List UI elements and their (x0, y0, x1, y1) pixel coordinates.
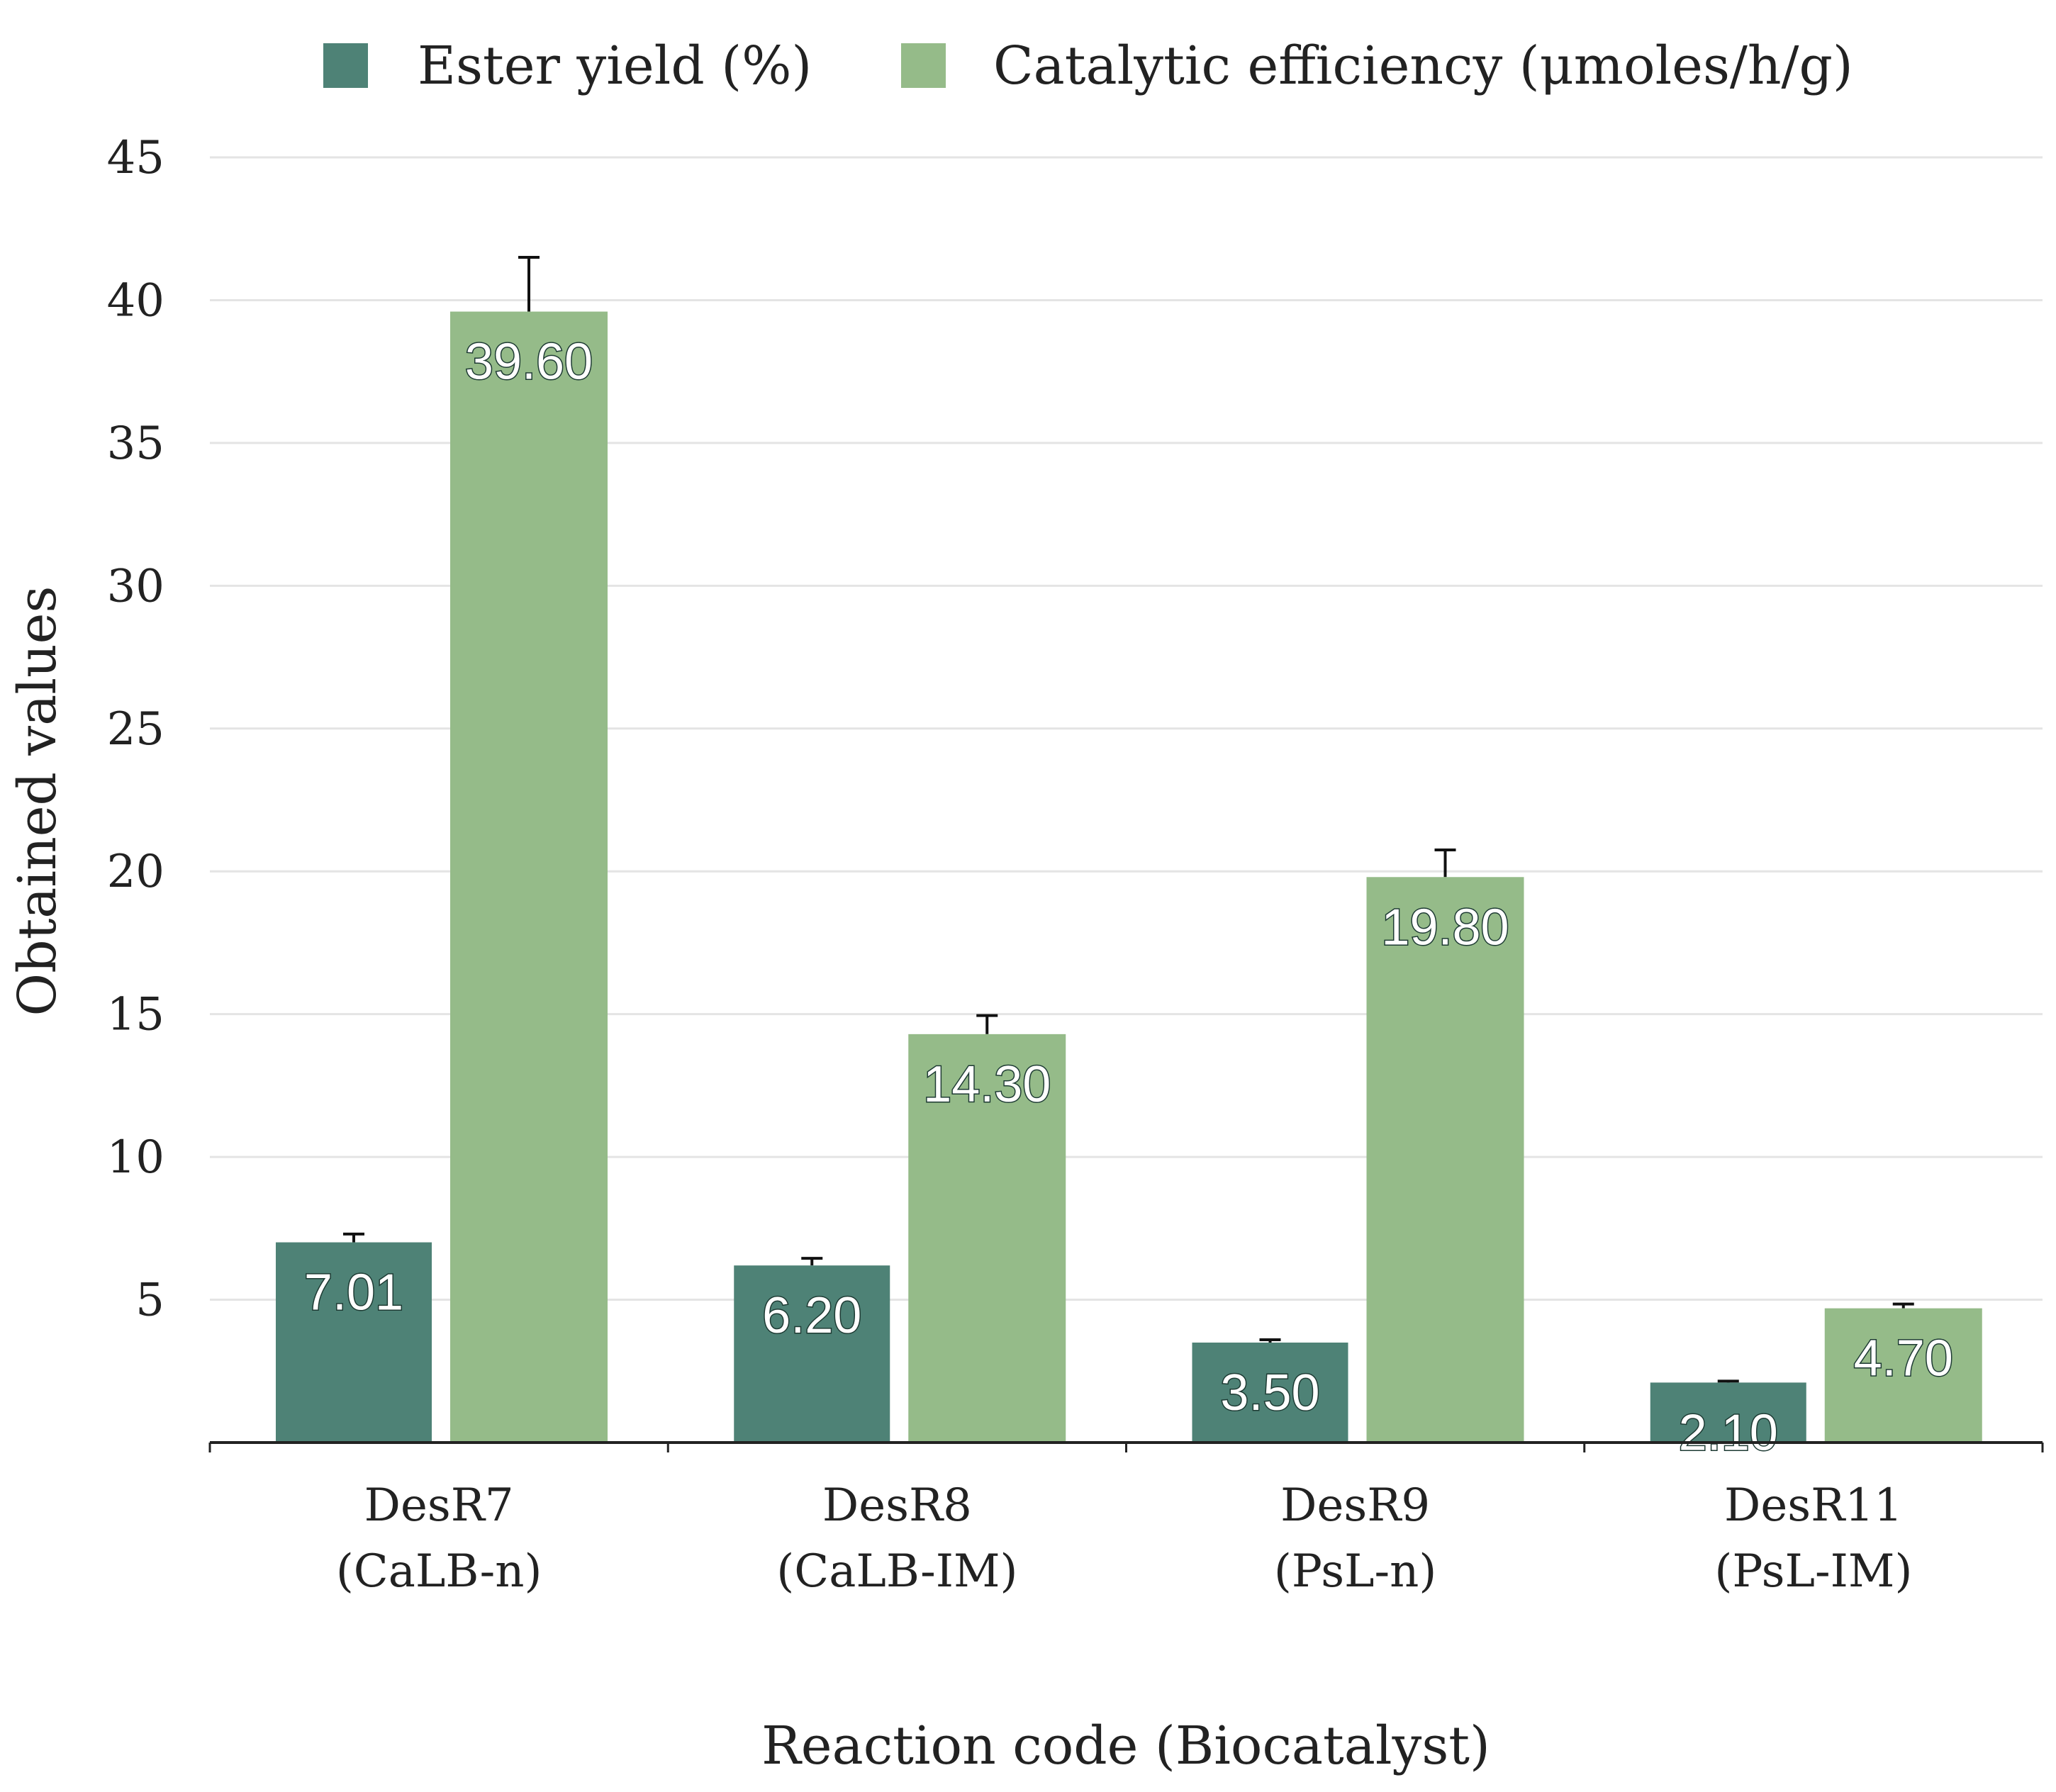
x-tick-label: DesR8 (822, 1479, 972, 1532)
bar-value-label: 19.80 (1381, 899, 1509, 956)
bar (1366, 877, 1524, 1443)
x-tick-label: DesR7 (364, 1479, 514, 1532)
y-tick-label: 40 (107, 274, 164, 327)
bar-value-label: 39.60 (465, 334, 593, 391)
x-tick-sublabel: (CaLB-IM) (776, 1545, 1017, 1598)
bar-value-label: 4.70 (1854, 1331, 1953, 1387)
x-tick-label: DesR9 (1280, 1479, 1430, 1532)
y-tick-label: 30 (107, 560, 164, 612)
bar (734, 1265, 890, 1443)
bar-value-label: 6.20 (762, 1287, 861, 1344)
y-tick-label: 15 (107, 989, 164, 1041)
bar (908, 1034, 1066, 1443)
y-axis-title: Obtained values (7, 586, 68, 1017)
bar (450, 311, 608, 1443)
bar-value-label: 3.50 (1220, 1365, 1319, 1421)
bar-value-label: 7.01 (304, 1265, 403, 1321)
x-tick-sublabel: (PsL-IM) (1714, 1545, 1912, 1598)
legend: Ester yield (%) Catalytic efficiency (μm… (323, 35, 1853, 96)
bar (276, 1242, 432, 1443)
y-tick-label: 45 (107, 132, 164, 184)
y-tick-label: 10 (107, 1131, 164, 1184)
legend-label-catalytic-efficiency: Catalytic efficiency (μmoles/h/g) (993, 35, 1853, 96)
y-tick-label: 20 (107, 846, 164, 898)
y-tick-label: 5 (135, 1275, 164, 1327)
y-tick-label: 25 (107, 703, 164, 756)
x-tick-sublabel: (CaLB-n) (336, 1545, 542, 1598)
bar-value-label: 2.10 (1679, 1404, 1778, 1461)
bar (1650, 1382, 1806, 1443)
bar-value-label: 14.30 (923, 1056, 1051, 1113)
x-axis-title: Reaction code (Biocatalyst) (761, 1715, 1490, 1776)
legend-label-ester-yield: Ester yield (%) (418, 35, 812, 96)
bar (1824, 1308, 1982, 1443)
legend-swatch-ester-yield (323, 43, 368, 88)
y-tick-label: 35 (107, 418, 164, 470)
legend-swatch-catalytic-efficiency (901, 43, 946, 88)
bar (1192, 1342, 1348, 1443)
x-tick-label: DesR11 (1724, 1479, 1903, 1532)
x-tick-sublabel: (PsL-n) (1274, 1545, 1436, 1598)
